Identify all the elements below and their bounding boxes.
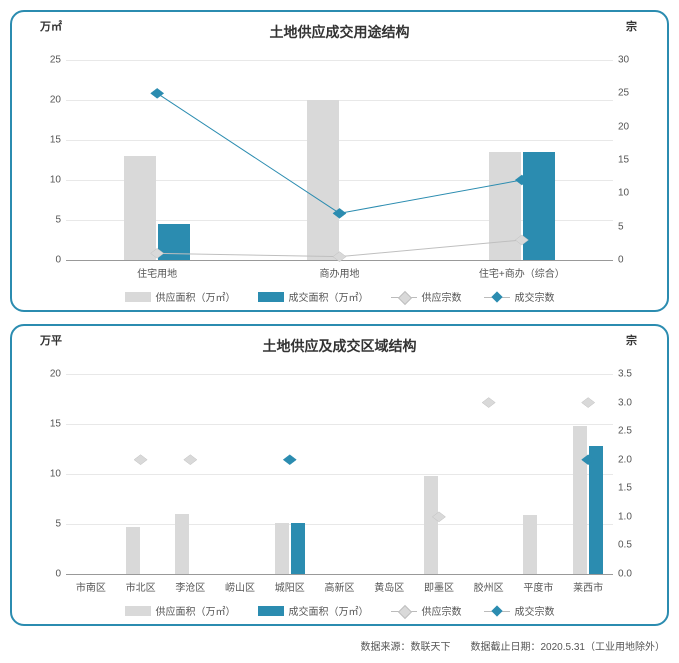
y-tick-right: 25 [618,88,643,99]
bar [291,523,305,574]
y-tick-left: 25 [36,55,61,66]
bar [589,446,603,574]
bar-group [175,514,205,574]
x-label: 平度市 [523,579,553,594]
x-label: 高新区 [325,579,355,594]
y-tick-right: 30 [618,55,643,66]
x-label: 商办用地 [320,265,360,280]
x-label: 市南区 [76,579,106,594]
legend-item: 供应宗数 [391,603,462,618]
x-label: 城阳区 [275,579,305,594]
y-tick-right: 2.5 [618,426,643,437]
bar [158,224,190,260]
legend: 供应面积（万㎡） 成交面积（万㎡） 供应宗数 成交宗数 [26,289,653,304]
legend-item: 成交宗数 [484,603,555,618]
y-tick-left: 10 [36,175,61,186]
x-label: 住宅+商办（综合） [479,265,565,280]
bar-group [489,152,555,260]
y-right-label: 宗 [626,18,637,34]
x-label: 胶州区 [474,579,504,594]
chart-panel-usage: 万㎡ 土地供应成交用途结构 宗 0510152025051015202530 住… [10,10,669,312]
y-tick-right: 3.5 [618,369,643,380]
y-tick-left: 5 [36,519,61,530]
bar [424,476,438,574]
y-tick-right: 3.0 [618,397,643,408]
chart-title: 土地供应成交用途结构 [26,22,653,42]
bar-group [275,523,305,574]
x-label: 李沧区 [175,579,205,594]
plot-area: 051015200.00.51.01.52.02.53.03.5 [66,374,613,575]
legend-item: 成交面积（万㎡） [258,603,369,618]
bar-group [126,527,156,574]
bar-group [124,156,190,260]
bar [126,527,140,574]
x-labels: 市南区 市北区 李沧区 崂山区 城阳区 高新区 黄岛区 即墨区 胶州区 平度市 莱西市 [66,579,613,597]
y-tick-right: 5 [618,221,643,232]
x-label: 市北区 [126,579,156,594]
bar [523,515,537,574]
x-label: 莱西市 [573,579,603,594]
y-tick-left: 15 [36,419,61,430]
y-tick-right: 2.0 [618,454,643,465]
x-label: 黄岛区 [374,579,404,594]
plot-area: 0510152025051015202530 [66,60,613,261]
y-tick-right: 1.0 [618,511,643,522]
x-label: 崂山区 [225,579,255,594]
y-left-label: 万㎡ [40,18,62,34]
y-tick-left: 15 [36,135,61,146]
y-tick-left: 20 [36,95,61,106]
x-labels: 住宅用地 商办用地 住宅+商办（综合） [66,265,613,283]
y-tick-left: 5 [36,215,61,226]
y-tick-left: 0 [36,255,61,266]
y-tick-right: 10 [618,188,643,199]
bar [124,156,156,260]
bar [175,514,189,574]
y-tick-right: 0.5 [618,540,643,551]
x-label: 住宅用地 [137,265,177,280]
y-right-label: 宗 [626,332,637,348]
legend-item: 供应面积（万㎡） [125,603,236,618]
y-tick-right: 20 [618,121,643,132]
legend-item: 成交宗数 [484,289,555,304]
legend-item: 供应宗数 [391,289,462,304]
bar [523,152,555,260]
bar-group [424,476,454,574]
y-tick-right: 0 [618,255,643,266]
y-tick-right: 0.0 [618,569,643,580]
bar [489,152,521,260]
y-tick-right: 15 [618,155,643,166]
bar [573,426,587,574]
chart-panel-region: 万平 土地供应及成交区域结构 宗 051015200.00.51.01.52.0… [10,324,669,626]
y-tick-left: 10 [36,469,61,480]
y-left-label: 万平 [40,332,62,348]
legend-item: 供应面积（万㎡） [125,289,236,304]
bar [275,523,289,574]
bar [307,100,339,260]
y-tick-left: 0 [36,569,61,580]
bar-group [523,515,553,574]
x-label: 即墨区 [424,579,454,594]
footer-note: 数据来源：数联天下 数据截止日期：2020.5.31（工业用地除外） [10,638,669,653]
y-tick-left: 20 [36,369,61,380]
legend: 供应面积（万㎡） 成交面积（万㎡） 供应宗数 成交宗数 [26,603,653,618]
legend-item: 成交面积（万㎡） [258,289,369,304]
bar-group [307,100,373,260]
bar-group [573,426,603,574]
y-tick-right: 1.5 [618,483,643,494]
chart-title: 土地供应及成交区域结构 [26,336,653,356]
